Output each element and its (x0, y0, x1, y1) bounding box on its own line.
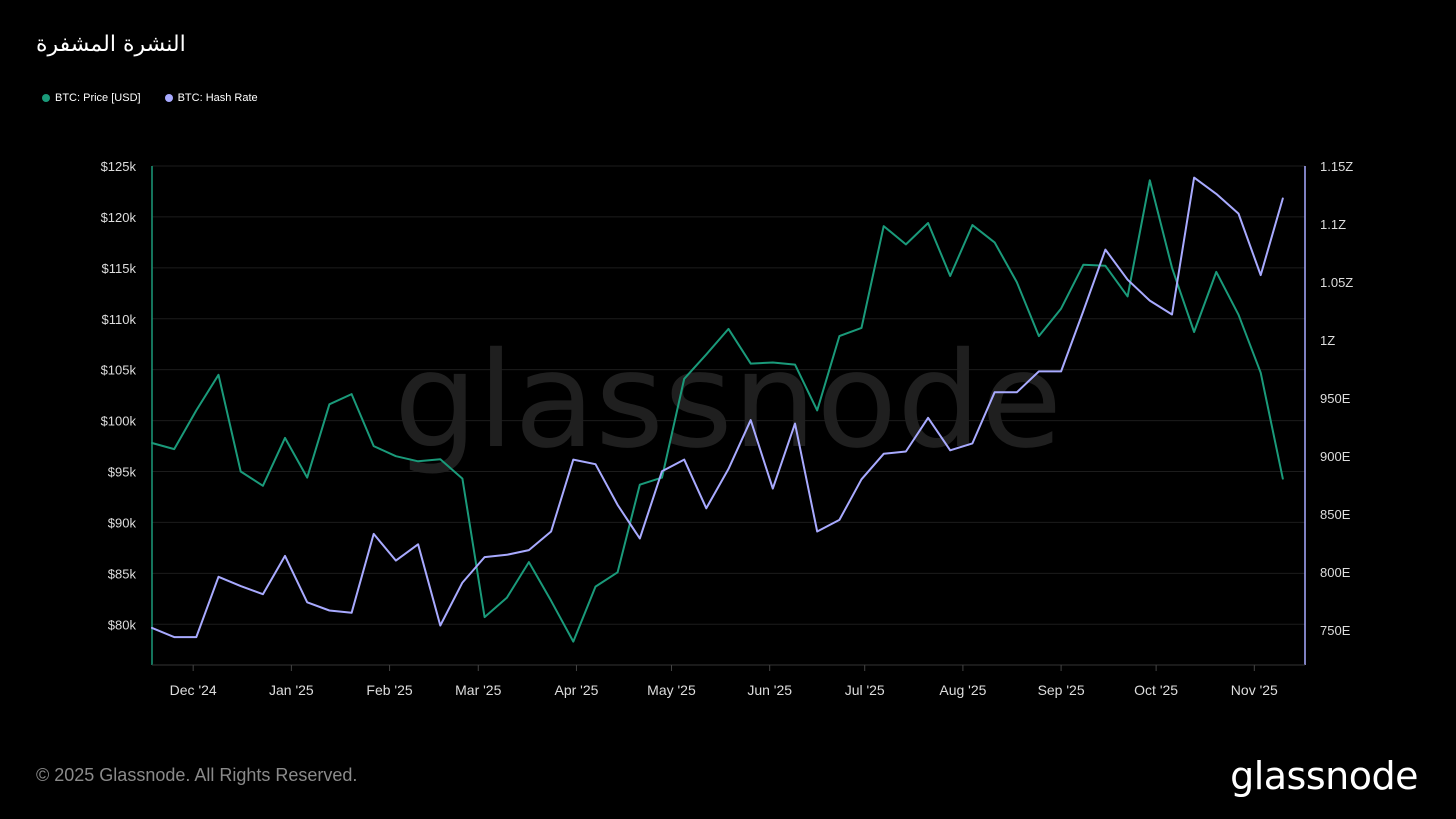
y-left-tick-label: $90k (108, 515, 137, 530)
y-left-tick-label: $80k (108, 617, 137, 632)
y-right-tick-label: 950E (1320, 391, 1351, 406)
x-tick-label: Jan '25 (269, 682, 314, 698)
y-left-tick-label: $120k (101, 210, 137, 225)
legend-hash-label: BTC: Hash Rate (177, 92, 258, 104)
y-right-tick-label: 750E (1320, 623, 1351, 638)
legend-item-hash[interactable]: BTC: Hash Rate (164, 92, 258, 104)
copyright: © 2025 Glassnode. All Rights Reserved. (36, 765, 358, 785)
x-tick-label: Feb '25 (366, 682, 412, 698)
legend: BTC: Price [USD] BTC: Hash Rate (42, 92, 258, 104)
y-left-tick-label: $115k (102, 261, 137, 276)
x-tick-label: Sep '25 (1038, 682, 1085, 698)
x-tick-label: May '25 (647, 682, 696, 698)
x-tick-label: Nov '25 (1231, 682, 1278, 698)
chart-title: النشرة المشفرة (36, 32, 186, 57)
x-tick-label: Oct '25 (1134, 682, 1178, 698)
x-tick-label: Aug '25 (939, 682, 986, 698)
legend-price-label: BTC: Price [USD] (55, 92, 141, 104)
y-left-tick-label: $105k (101, 363, 137, 378)
x-tick-label: Mar '25 (455, 682, 501, 698)
legend-price-dot (42, 94, 50, 102)
y-right-tick-label: 900E (1320, 449, 1351, 464)
y-right-tick-label: 1.1Z (1320, 217, 1346, 232)
x-tick-label: Apr '25 (554, 682, 598, 698)
y-right-tick-label: 1.15Z (1320, 159, 1353, 174)
series (151, 176, 1284, 643)
y-right-tick-label: 850E (1320, 507, 1351, 522)
price-series-line (151, 179, 1284, 643)
legend-item-price[interactable]: BTC: Price [USD] (42, 92, 141, 104)
watermark: glassnode (394, 324, 1062, 478)
y-left-tick-label: $100k (101, 414, 137, 429)
x-tick-label: Jul '25 (845, 682, 885, 698)
hash-rate-series-line (151, 176, 1284, 639)
x-tick-label: Dec '24 (170, 682, 217, 698)
y-left-tick-label: $110k (102, 312, 137, 327)
y-left-tick-label: $85k (108, 566, 137, 581)
y-right-tick-label: 1.05Z (1320, 275, 1353, 290)
x-tick-label: Jun '25 (747, 682, 792, 698)
y-right-tick-label: 1Z (1320, 333, 1335, 348)
axes: $80k $85k $90k $95k $100k $105k $110k $115k $120… (101, 159, 1354, 698)
grid (152, 165, 1305, 625)
y-left-tick-label: $125k (101, 159, 137, 174)
glassnode-logo[interactable]: glassnode (1230, 754, 1418, 798)
legend-hash-dot (164, 94, 173, 102)
y-left-tick-label: $95k (108, 465, 137, 480)
y-right-tick-label: 800E (1320, 565, 1351, 580)
